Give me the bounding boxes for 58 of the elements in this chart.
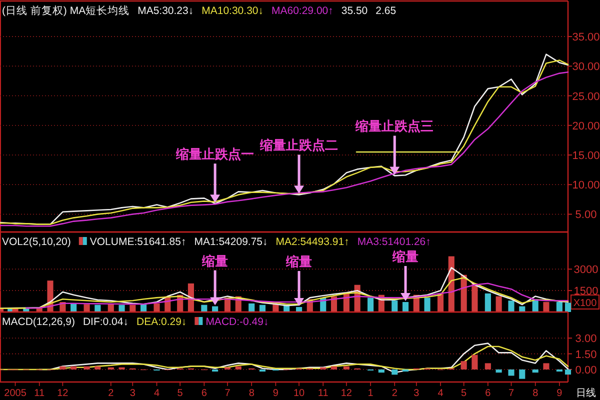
x-tick-label: 12 bbox=[57, 388, 69, 399]
annotation: 缩量 bbox=[285, 254, 312, 269]
annotation: 35.50 bbox=[341, 5, 368, 17]
x-tick-label: 5 bbox=[461, 388, 468, 399]
chart-title: VOL2(5,10,20) bbox=[2, 236, 71, 248]
y-tick-label: 30.00 bbox=[572, 61, 600, 74]
text: DEA:0.29↓ bbox=[136, 316, 187, 328]
y-tick-label: 35.00 bbox=[572, 32, 600, 44]
y-tick-label: 1500 bbox=[574, 286, 598, 298]
x-tick-label: 12 bbox=[340, 388, 352, 399]
annotation: 缩量止跌点二 bbox=[259, 138, 338, 153]
x-tick-label: 2 bbox=[392, 388, 398, 399]
x-tick-label: 10 bbox=[293, 388, 306, 399]
text: MA60:29.00↑ bbox=[272, 5, 334, 17]
x-tick-label: 4 bbox=[154, 388, 160, 399]
annotation: 缩量止跌点三 bbox=[354, 118, 434, 134]
annotation: 缩量止跌点一 bbox=[175, 146, 254, 162]
x-tick-label: 2005 bbox=[4, 388, 27, 399]
x-tick-label: 7 bbox=[508, 388, 514, 399]
x-axis-title: 日线 bbox=[576, 387, 596, 399]
x-tick-label: 4 bbox=[438, 388, 444, 399]
x-tick-label: 6 bbox=[201, 388, 208, 399]
y-axis-title: X100 bbox=[573, 298, 598, 309]
chart-title: MACD(12,26,9) bbox=[2, 316, 75, 328]
y-tick-label: 0.00 bbox=[575, 364, 597, 376]
y-tick-label: 20.00 bbox=[572, 120, 600, 132]
y-tick-label: 10.00 bbox=[572, 180, 600, 192]
annotation: 缩量 bbox=[201, 253, 228, 268]
y-tick-label: 3000 bbox=[574, 264, 598, 276]
y-tick-label: 5.00 bbox=[575, 209, 597, 222]
x-tick-label: 8 bbox=[532, 388, 539, 399]
x-tick-label: 8 bbox=[248, 388, 255, 399]
x-tick-label: 6 bbox=[485, 388, 492, 399]
x-tick-label: 11 bbox=[34, 388, 45, 399]
x-tick-label: 9 bbox=[272, 388, 279, 399]
x-tick-label: 1 bbox=[368, 388, 374, 399]
x-tick-label: 3 bbox=[130, 388, 136, 399]
x-tick-label: 3 bbox=[414, 388, 420, 399]
y-tick-label: 1.50 bbox=[575, 348, 597, 361]
text: MA5:30.23↓ bbox=[138, 5, 194, 17]
annotation: 缩量 bbox=[392, 249, 419, 264]
legend-label: MACD:-0.49↓ bbox=[206, 316, 269, 328]
text: MA1:54209.75↓ bbox=[194, 236, 268, 248]
legend-label: VOLUME:51641.85↑ bbox=[90, 236, 186, 248]
x-tick-label: 9 bbox=[556, 388, 563, 399]
annotation: 2.65 bbox=[376, 5, 396, 17]
text: DIF:0.04↓ bbox=[82, 316, 128, 328]
text: MA2:54493.91↑ bbox=[276, 236, 350, 248]
y-tick-label: 15.00 bbox=[572, 150, 600, 162]
text: MA3:51401.26↑ bbox=[357, 236, 431, 248]
y-tick-label: 25.00 bbox=[572, 90, 600, 103]
x-tick-label: 11 bbox=[318, 388, 329, 399]
text: MA10:30.30↓ bbox=[202, 5, 264, 17]
x-tick-label: 5 bbox=[177, 388, 184, 399]
x-tick-label: 7 bbox=[224, 388, 231, 399]
x-tick-label: 2 bbox=[108, 388, 114, 399]
y-tick-label: 3.00 bbox=[575, 333, 597, 346]
chart-title: (日线 前复权) MA短长均线 bbox=[2, 4, 130, 17]
